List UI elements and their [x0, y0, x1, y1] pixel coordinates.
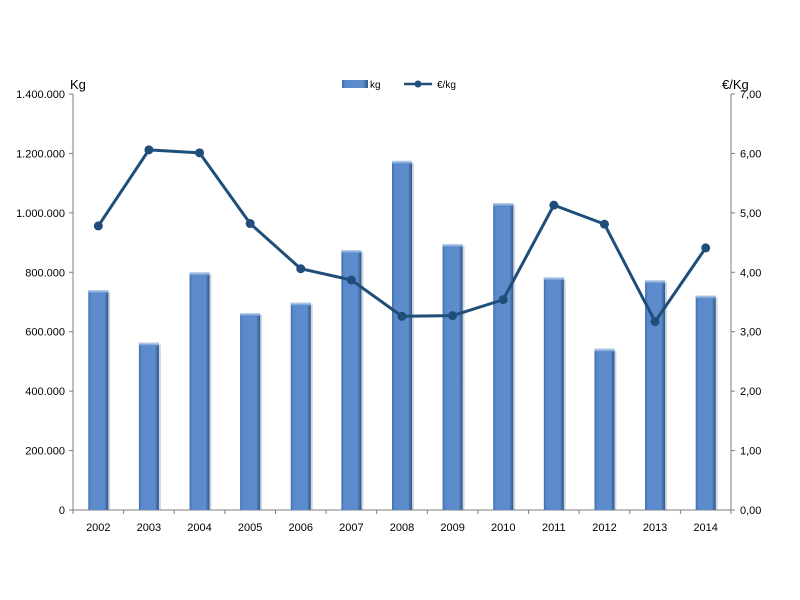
- line-point: [397, 311, 407, 321]
- bar: [645, 280, 666, 510]
- legend-marker-eur-per-kg: [414, 80, 422, 88]
- bar-cap: [442, 244, 463, 248]
- bar-cap: [189, 272, 210, 276]
- bar-series-kg: [88, 160, 718, 511]
- bar: [290, 302, 311, 510]
- y-right-tick-label: 2,00: [740, 386, 761, 398]
- line-point: [599, 219, 609, 229]
- x-tick-label: 2011: [542, 522, 566, 534]
- line-point: [346, 275, 356, 285]
- x-tick-label: 2002: [86, 522, 110, 534]
- line-point: [296, 264, 306, 274]
- line-point: [195, 148, 205, 158]
- y-right-tick-label: 5,00: [740, 208, 761, 220]
- y-left-tick-label: 400.000: [25, 386, 65, 398]
- y-left-tick-label: 1.200.000: [16, 148, 65, 160]
- line-series-eur-per-kg: [93, 145, 711, 327]
- line-point: [498, 295, 508, 305]
- bar: [88, 290, 109, 510]
- y-right-tick-label: 7,00: [740, 89, 761, 101]
- y-left-tick-label: 1.400.000: [16, 89, 65, 101]
- bar: [594, 348, 615, 510]
- line-point: [93, 221, 103, 231]
- line-point: [144, 145, 154, 155]
- bar: [493, 203, 514, 510]
- line-point: [448, 311, 458, 321]
- legend-label-eur-per-kg: €/kg: [437, 80, 456, 91]
- y-right-tick-label: 3,00: [740, 327, 761, 339]
- x-tick-label: 2006: [289, 522, 313, 534]
- bar-cap: [240, 312, 261, 316]
- line-point: [245, 219, 255, 229]
- x-tick-label: 2007: [339, 522, 363, 534]
- x-tick-label: 2014: [693, 522, 717, 534]
- bar-cap: [88, 290, 109, 294]
- tick-labels: 0 200.000 400.000 600.000 800.000 1.000.000 1.…: [16, 89, 761, 534]
- y-right-axis-title: €/Kg: [722, 77, 749, 92]
- bar-cap: [290, 302, 311, 306]
- bar-cap: [645, 280, 666, 284]
- bar: [138, 342, 159, 510]
- legend-swatch-kg: [342, 80, 368, 88]
- bar-cap: [138, 342, 159, 346]
- bar: [240, 312, 261, 510]
- y-right-tick-label: 0,00: [740, 505, 761, 517]
- bar: [189, 272, 210, 510]
- line-point: [549, 200, 559, 210]
- bar: [543, 277, 564, 510]
- x-tick-label: 2005: [238, 522, 262, 534]
- x-tick-label: 2008: [390, 522, 414, 534]
- x-tick-label: 2003: [137, 522, 161, 534]
- x-tick-label: 2004: [187, 522, 211, 534]
- bar-cap: [543, 277, 564, 281]
- y-left-axis-title: Kg: [70, 77, 86, 92]
- legend-label-kg: kg: [370, 80, 381, 91]
- bar: [695, 295, 716, 510]
- bar-cap: [594, 348, 615, 352]
- x-tick-label: 2012: [592, 522, 616, 534]
- x-tick-label: 2013: [643, 522, 667, 534]
- y-left-tick-label: 800.000: [25, 267, 65, 279]
- x-tick-label: 2010: [491, 522, 515, 534]
- legend: kg €/kg: [342, 80, 456, 91]
- y-left-tick-label: 200.000: [25, 446, 65, 458]
- bar: [442, 244, 463, 511]
- x-tick-label: 2009: [440, 522, 464, 534]
- bar: [392, 160, 412, 510]
- y-right-tick-label: 6,00: [740, 148, 761, 160]
- line-point: [650, 317, 660, 327]
- y-right-tick-label: 1,00: [740, 446, 761, 458]
- y-right-tick-label: 4,00: [740, 267, 761, 279]
- bar-cap: [392, 160, 412, 164]
- bar-cap: [493, 203, 514, 207]
- bar-cap: [695, 295, 716, 299]
- bar: [341, 250, 362, 510]
- bar-cap: [341, 250, 362, 253]
- y-left-tick-label: 0: [59, 505, 65, 517]
- line-point: [701, 243, 711, 253]
- y-left-tick-label: 600.000: [25, 327, 65, 339]
- y-left-tick-label: 1.000.000: [16, 208, 65, 220]
